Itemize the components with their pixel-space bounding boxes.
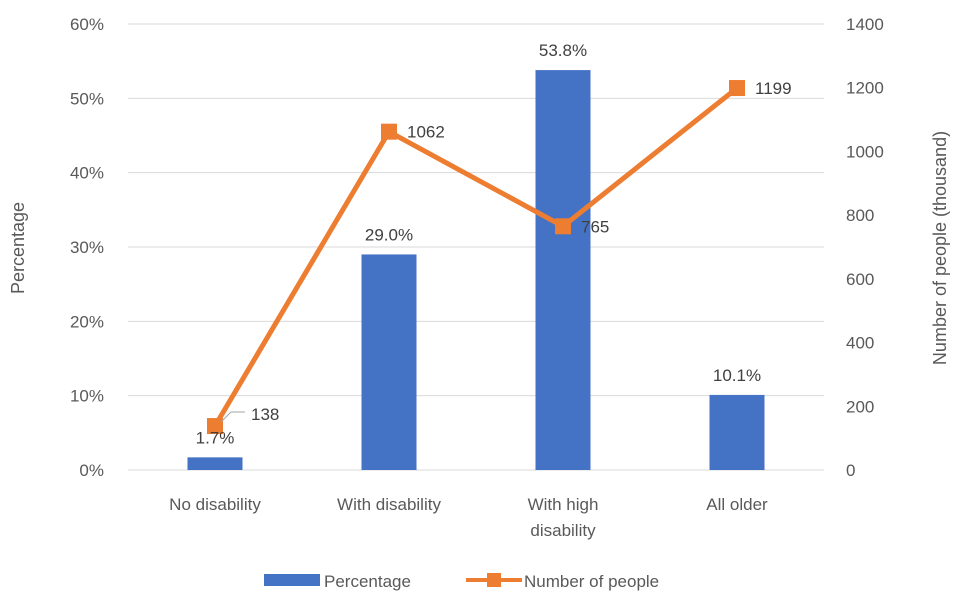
- y-tick-label-right: 600: [846, 270, 874, 289]
- line-data-label: 138: [251, 405, 279, 424]
- y-tick-label-left: 60%: [70, 15, 104, 34]
- bar: [361, 254, 417, 470]
- x-tick-label: disability: [530, 521, 596, 540]
- legend-swatch-percentage: [264, 574, 320, 586]
- x-tick-label: No disability: [169, 495, 261, 514]
- y-tick-label-left: 20%: [70, 312, 104, 331]
- legend-swatch-marker: [487, 573, 501, 587]
- y-tick-label-left: 40%: [70, 164, 104, 183]
- y-tick-label-left: 10%: [70, 387, 104, 406]
- line-marker: [555, 218, 571, 235]
- y-tick-label-right: 400: [846, 334, 874, 353]
- y-tick-label-right: 800: [846, 206, 874, 225]
- bar-data-label: 53.8%: [539, 41, 587, 60]
- line-series-number-of-people: [207, 80, 745, 435]
- data-label-leader: [220, 411, 245, 423]
- gridlines: [128, 23, 824, 471]
- axes: 0% 10% 20% 30% 40% 50% 60% 0 200 400 600 800 1000 120…: [70, 15, 884, 540]
- line-data-label: 765: [581, 217, 609, 236]
- y-tick-label-right: 200: [846, 397, 874, 416]
- legend: Percentage Number of people: [264, 572, 659, 591]
- legend-label-percentage: Percentage: [324, 572, 411, 591]
- bar: [709, 394, 765, 470]
- y-tick-label-left: 30%: [70, 238, 104, 257]
- bar-data-label: 10.1%: [713, 366, 761, 385]
- line-data-label: 1062: [407, 123, 445, 142]
- y-tick-label-right: 1000: [846, 142, 884, 161]
- y-tick-label-right: 1200: [846, 79, 884, 98]
- line-marker: [207, 418, 223, 435]
- bar-data-label: 29.0%: [365, 225, 413, 244]
- bar: [187, 457, 243, 470]
- y-axis-title-left: Percentage: [8, 202, 28, 294]
- x-tick-label: All older: [706, 495, 768, 514]
- x-tick-label: With high: [528, 495, 599, 514]
- line-path: [212, 86, 739, 428]
- y-tick-label-left: 0%: [79, 461, 104, 480]
- line-marker: [729, 80, 745, 97]
- bar-data-label: 1.7%: [196, 428, 235, 447]
- bar: [535, 70, 591, 470]
- bar-series-percentage: [187, 70, 765, 470]
- y-axis-title-right: Number of people (thousand): [930, 131, 950, 365]
- legend-label-number-of-people: Number of people: [524, 572, 659, 591]
- line-marker: [381, 123, 397, 140]
- line-data-label: 1199: [755, 79, 792, 98]
- y-tick-label-left: 50%: [70, 89, 104, 108]
- y-tick-label-right: 0: [846, 461, 855, 480]
- data-labels: 1.7% 29.0% 53.8% 10.1% 138 1062 765 1199: [196, 41, 792, 447]
- x-tick-label: With disability: [337, 495, 441, 514]
- y-tick-label-right: 1400: [846, 15, 884, 34]
